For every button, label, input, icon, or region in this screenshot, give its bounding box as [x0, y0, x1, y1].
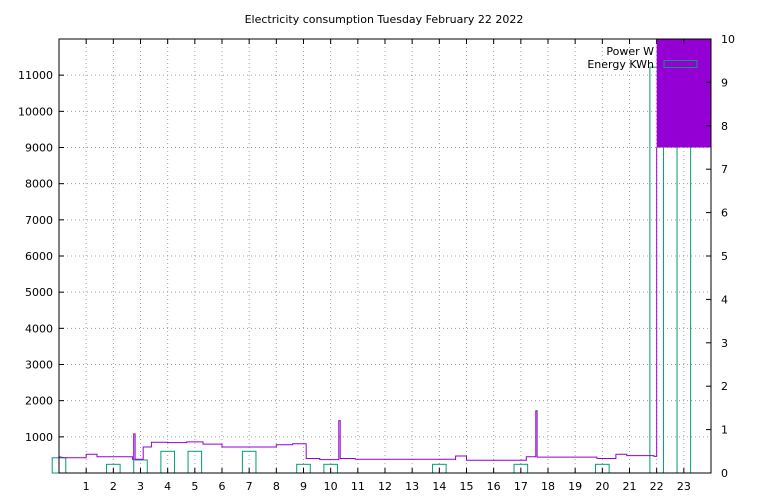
x-tick-label: 22	[650, 480, 664, 493]
x-tick-label: 19	[568, 480, 582, 493]
legend-label-power: Power W	[606, 45, 654, 58]
y-tick-label: 2000	[25, 395, 53, 408]
x-tick-label: 13	[405, 480, 419, 493]
legend-swatch-power	[660, 46, 698, 55]
x-tick-label: 23	[677, 480, 691, 493]
y2-tick-label: 3	[721, 337, 728, 350]
x-tick-label: 3	[137, 480, 144, 493]
plot-border	[58, 38, 712, 474]
x-tick-label: 21	[623, 480, 637, 493]
legend-swatch-energy	[663, 60, 698, 68]
y2-tick-label: 9	[721, 76, 728, 89]
y-tick-label: 4000	[25, 322, 53, 335]
x-tick-label: 15	[460, 480, 474, 493]
y2-tick-label: 10	[721, 33, 735, 46]
x-tick-label: 10	[324, 480, 338, 493]
y-tick-label: 9000	[25, 142, 53, 155]
y-tick-label: 1000	[25, 431, 53, 444]
legend: Power W Energy KWh	[587, 45, 698, 71]
x-tick-label: 6	[219, 480, 226, 493]
x-tick-label: 17	[514, 480, 528, 493]
x-tick-label: 5	[191, 480, 198, 493]
x-tick-label: 20	[595, 480, 609, 493]
x-tick-label: 18	[541, 480, 555, 493]
y2-tick-label: 8	[721, 120, 728, 133]
y-tick-label: 7000	[25, 214, 53, 227]
y2-tick-label: 6	[721, 207, 728, 220]
x-tick-label: 2	[110, 480, 117, 493]
y-tick-label: 6000	[25, 250, 53, 263]
y-tick-label: 10000	[18, 105, 53, 118]
x-tick-label: 7	[246, 480, 253, 493]
y-tick-label: 3000	[25, 359, 53, 372]
x-tick-label: 4	[164, 480, 171, 493]
y-tick-label: 8000	[25, 178, 53, 191]
x-tick-label: 16	[487, 480, 501, 493]
y2-tick-label: 5	[721, 250, 728, 263]
axes: 1 2 3 4 5 6 7 8 9 10 11 12 13 14 15 16 17 18 19 20 21 22 23100…	[18, 33, 735, 493]
power-fill-region	[656, 39, 711, 148]
y2-tick-label: 4	[721, 293, 728, 306]
y2-tick-label: 0	[721, 467, 728, 480]
x-tick-label: 12	[378, 480, 392, 493]
y-tick-label: 5000	[25, 286, 53, 299]
x-tick-label: 8	[273, 480, 280, 493]
x-tick-label: 11	[351, 480, 365, 493]
x-tick-label: 14	[432, 480, 446, 493]
grid	[59, 39, 711, 473]
power-line	[58, 147, 658, 461]
y2-tick-label: 1	[721, 424, 728, 437]
chart-title: Electricity consumption Tuesday February…	[245, 13, 524, 26]
y-tick-label: 11000	[18, 69, 53, 82]
x-tick-label: 9	[300, 480, 307, 493]
y2-tick-label: 7	[721, 163, 728, 176]
y2-tick-label: 2	[721, 380, 728, 393]
x-tick-label: 1	[83, 480, 90, 493]
legend-label-energy: Energy KWh	[587, 58, 654, 71]
